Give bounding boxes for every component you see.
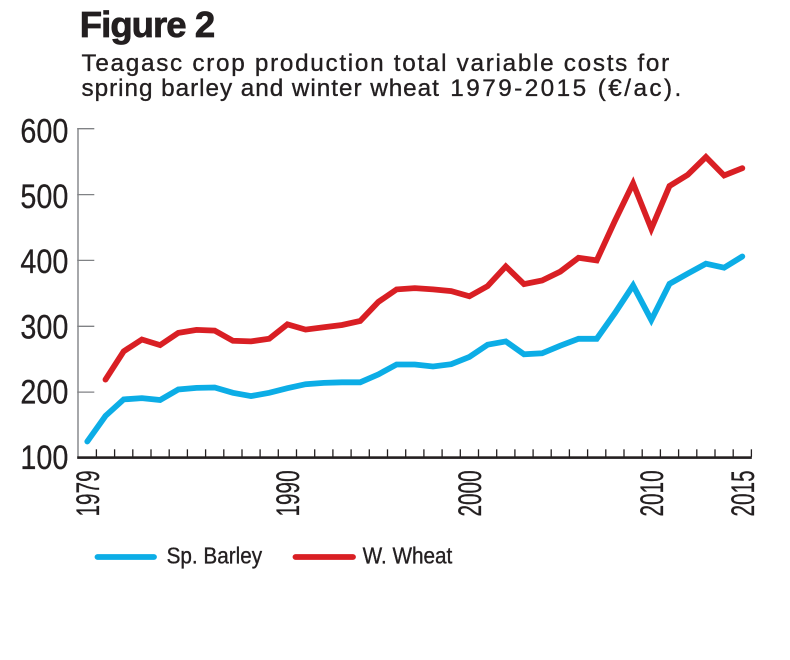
svg-text:W. Wheat: W. Wheat [363,542,453,568]
svg-text:1990: 1990 [269,470,306,516]
svg-text:100: 100 [20,439,68,477]
svg-text:600: 600 [20,112,68,150]
svg-text:Teagasc crop production total: Teagasc crop production total variable c… [82,50,671,77]
svg-text:2015: 2015 [724,470,761,516]
svg-text:2010: 2010 [633,470,670,516]
svg-text:spring barley and winter wheat: spring barley and winter wheat [82,75,440,102]
svg-text:400: 400 [20,243,68,281]
svg-text:1979: 1979 [69,470,106,516]
svg-text:200: 200 [20,373,68,411]
svg-text:1979-2015 (€/ac).: 1979-2015 (€/ac). [450,75,683,102]
svg-text:500: 500 [20,178,68,216]
svg-text:300: 300 [20,308,68,346]
svg-text:Sp. Barley: Sp. Barley [167,542,263,568]
svg-text:2000: 2000 [451,470,488,516]
svg-text:Figure 2: Figure 2 [80,4,214,45]
